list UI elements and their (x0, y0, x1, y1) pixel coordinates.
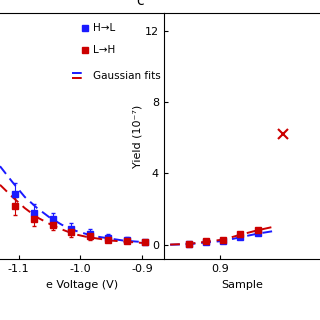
Y-axis label: Yield (10⁻⁷): Yield (10⁻⁷) (132, 104, 142, 168)
Text: H→L: H→L (93, 23, 116, 33)
X-axis label: e Voltage (V): e Voltage (V) (46, 280, 118, 290)
Text: c: c (136, 0, 143, 8)
Text: Gaussian fits: Gaussian fits (93, 71, 161, 81)
X-axis label: Sample: Sample (221, 280, 263, 290)
Text: L→H: L→H (93, 45, 116, 55)
